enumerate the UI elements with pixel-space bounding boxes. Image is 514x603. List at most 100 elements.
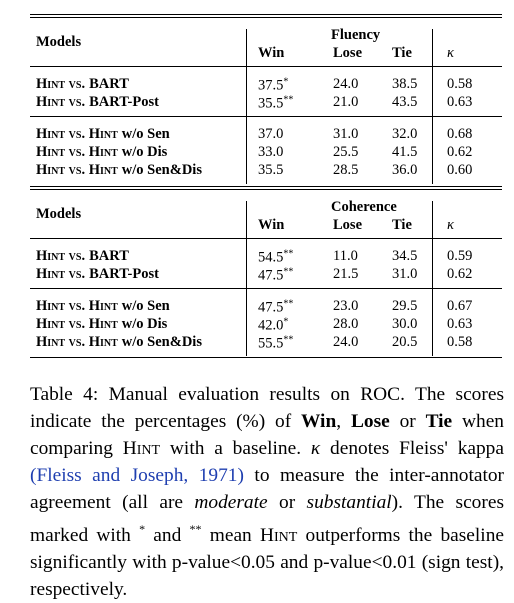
win-cell: 37.0 bbox=[258, 125, 283, 143]
column-header: Lose bbox=[333, 45, 362, 61]
model-name: Hint vs. Hint bbox=[36, 162, 118, 178]
model-name: w/o Sen&Dis bbox=[121, 162, 202, 178]
model-name: w/o Sen bbox=[121, 298, 170, 314]
tie-value: 38.5 bbox=[392, 76, 418, 92]
group-header: Fluency bbox=[331, 27, 381, 43]
caption-text: κ bbox=[310, 438, 321, 459]
win-cell: 47.5** bbox=[258, 264, 293, 285]
significance: ** bbox=[283, 94, 294, 106]
kappa-value: 0.68 bbox=[447, 126, 473, 142]
win-cell: 47.5** bbox=[258, 296, 293, 317]
row-label: Hint vs. BART bbox=[36, 75, 129, 93]
lose-value: 28.0 bbox=[333, 316, 359, 332]
tie-value: 43.5 bbox=[392, 94, 418, 110]
lose-value: 23.0 bbox=[333, 298, 359, 314]
model-name: BART bbox=[89, 76, 129, 92]
kappa-value: 0.58 bbox=[447, 334, 473, 350]
win-cell: 35.5** bbox=[258, 92, 293, 113]
significance: ** bbox=[283, 334, 294, 346]
significance: ** bbox=[283, 298, 294, 310]
models-header: Models bbox=[36, 206, 82, 222]
model-name: Hint vs. Hint bbox=[36, 144, 118, 160]
caption-text: * bbox=[139, 522, 146, 536]
tie-value: 29.5 bbox=[392, 298, 418, 314]
row-label: Hint vs. BART bbox=[36, 247, 129, 265]
column-header: Tie bbox=[392, 45, 412, 61]
lose-value: 28.5 bbox=[333, 162, 359, 178]
column-rule bbox=[246, 29, 247, 184]
model-name: BART bbox=[89, 248, 129, 264]
rule bbox=[30, 116, 502, 117]
row-label: Hint vs. BART-Post bbox=[36, 93, 159, 111]
win-value: 54.5 bbox=[258, 249, 284, 266]
rule bbox=[30, 357, 502, 358]
caption-text: Tie bbox=[425, 411, 453, 432]
row-label: Hint vs. Hint w/o Sen&Dis bbox=[36, 333, 202, 351]
tie-value: 20.5 bbox=[392, 334, 418, 350]
significance: * bbox=[283, 76, 289, 88]
caption-text: Table 4: Manual evaluation results on RO… bbox=[30, 384, 504, 432]
lose-value: 21.0 bbox=[333, 94, 359, 110]
caption-text: with a baseline. bbox=[160, 438, 311, 459]
win-value: 37.5 bbox=[258, 77, 284, 94]
rule bbox=[30, 288, 502, 289]
win-value: 35.5 bbox=[258, 162, 284, 178]
model-name: Hint vs. bbox=[36, 76, 86, 92]
model-name: Hint vs. bbox=[36, 94, 86, 110]
rule bbox=[30, 189, 502, 190]
win-cell: 33.0 bbox=[258, 143, 283, 161]
kappa-value: 0.60 bbox=[447, 162, 473, 178]
kappa-value: 0.62 bbox=[447, 266, 473, 282]
column-rule bbox=[246, 201, 247, 356]
kappa-value: 0.63 bbox=[447, 94, 473, 110]
column-header: Tie bbox=[392, 217, 412, 233]
model-name: BART-Post bbox=[89, 94, 159, 110]
model-name: Hint vs. Hint bbox=[36, 334, 118, 350]
model-name: w/o Sen&Dis bbox=[121, 334, 202, 350]
caption-text: Lose bbox=[350, 411, 390, 432]
models-header: Models bbox=[36, 34, 82, 50]
caption-text: ). The scores marked with bbox=[30, 492, 504, 546]
win-value: 47.5 bbox=[258, 299, 284, 316]
citation-link[interactable]: (Fleiss and Joseph, 1971) bbox=[30, 465, 244, 486]
model-name: w/o Sen bbox=[121, 126, 170, 142]
win-value: 37.0 bbox=[258, 126, 284, 142]
model-name: Hint vs. bbox=[36, 266, 86, 282]
win-cell: 55.5** bbox=[258, 332, 293, 353]
lose-value: 11.0 bbox=[333, 248, 358, 264]
column-rule bbox=[432, 201, 433, 356]
column-header: Win bbox=[258, 45, 285, 61]
rule bbox=[30, 238, 502, 239]
model-name: Hint vs. Hint bbox=[36, 126, 118, 142]
model-name: w/o Dis bbox=[121, 316, 168, 332]
results-table: Models Fluency Win Lose Tie κ Hint vs. BART 37.5… bbox=[30, 14, 502, 358]
caption-text: substantial bbox=[306, 492, 392, 513]
lose-value: 25.5 bbox=[333, 144, 359, 160]
caption-text: moderate bbox=[194, 492, 268, 513]
caption-text: to measure the inter-annotator agreement… bbox=[30, 465, 504, 513]
kappa-value: 0.67 bbox=[447, 298, 473, 314]
row-label: Hint vs. BART-Post bbox=[36, 265, 159, 283]
row-label: Hint vs. Hint w/o Sen&Dis bbox=[36, 161, 202, 179]
caption-text: Hint bbox=[259, 525, 298, 546]
win-value: 33.0 bbox=[258, 144, 284, 160]
rule bbox=[30, 66, 502, 67]
win-value: 47.5 bbox=[258, 267, 284, 284]
lose-value: 24.0 bbox=[333, 76, 359, 92]
row-label: Hint vs. Hint w/o Sen bbox=[36, 125, 170, 143]
column-header: Win bbox=[258, 217, 285, 233]
column-rule bbox=[432, 29, 433, 184]
caption-text: Win bbox=[301, 411, 337, 432]
caption-text: , bbox=[336, 411, 351, 432]
kappa-value: 0.62 bbox=[447, 144, 473, 160]
tie-value: 41.5 bbox=[392, 144, 418, 160]
model-name: Hint vs. Hint bbox=[36, 298, 118, 314]
caption-text: ** bbox=[189, 522, 202, 536]
win-value: 35.5 bbox=[258, 95, 284, 112]
win-value: 42.0 bbox=[258, 317, 284, 334]
significance: ** bbox=[283, 248, 294, 260]
lose-value: 24.0 bbox=[333, 334, 359, 350]
win-cell: 42.0* bbox=[258, 314, 288, 335]
model-name: Hint vs. bbox=[36, 248, 86, 264]
